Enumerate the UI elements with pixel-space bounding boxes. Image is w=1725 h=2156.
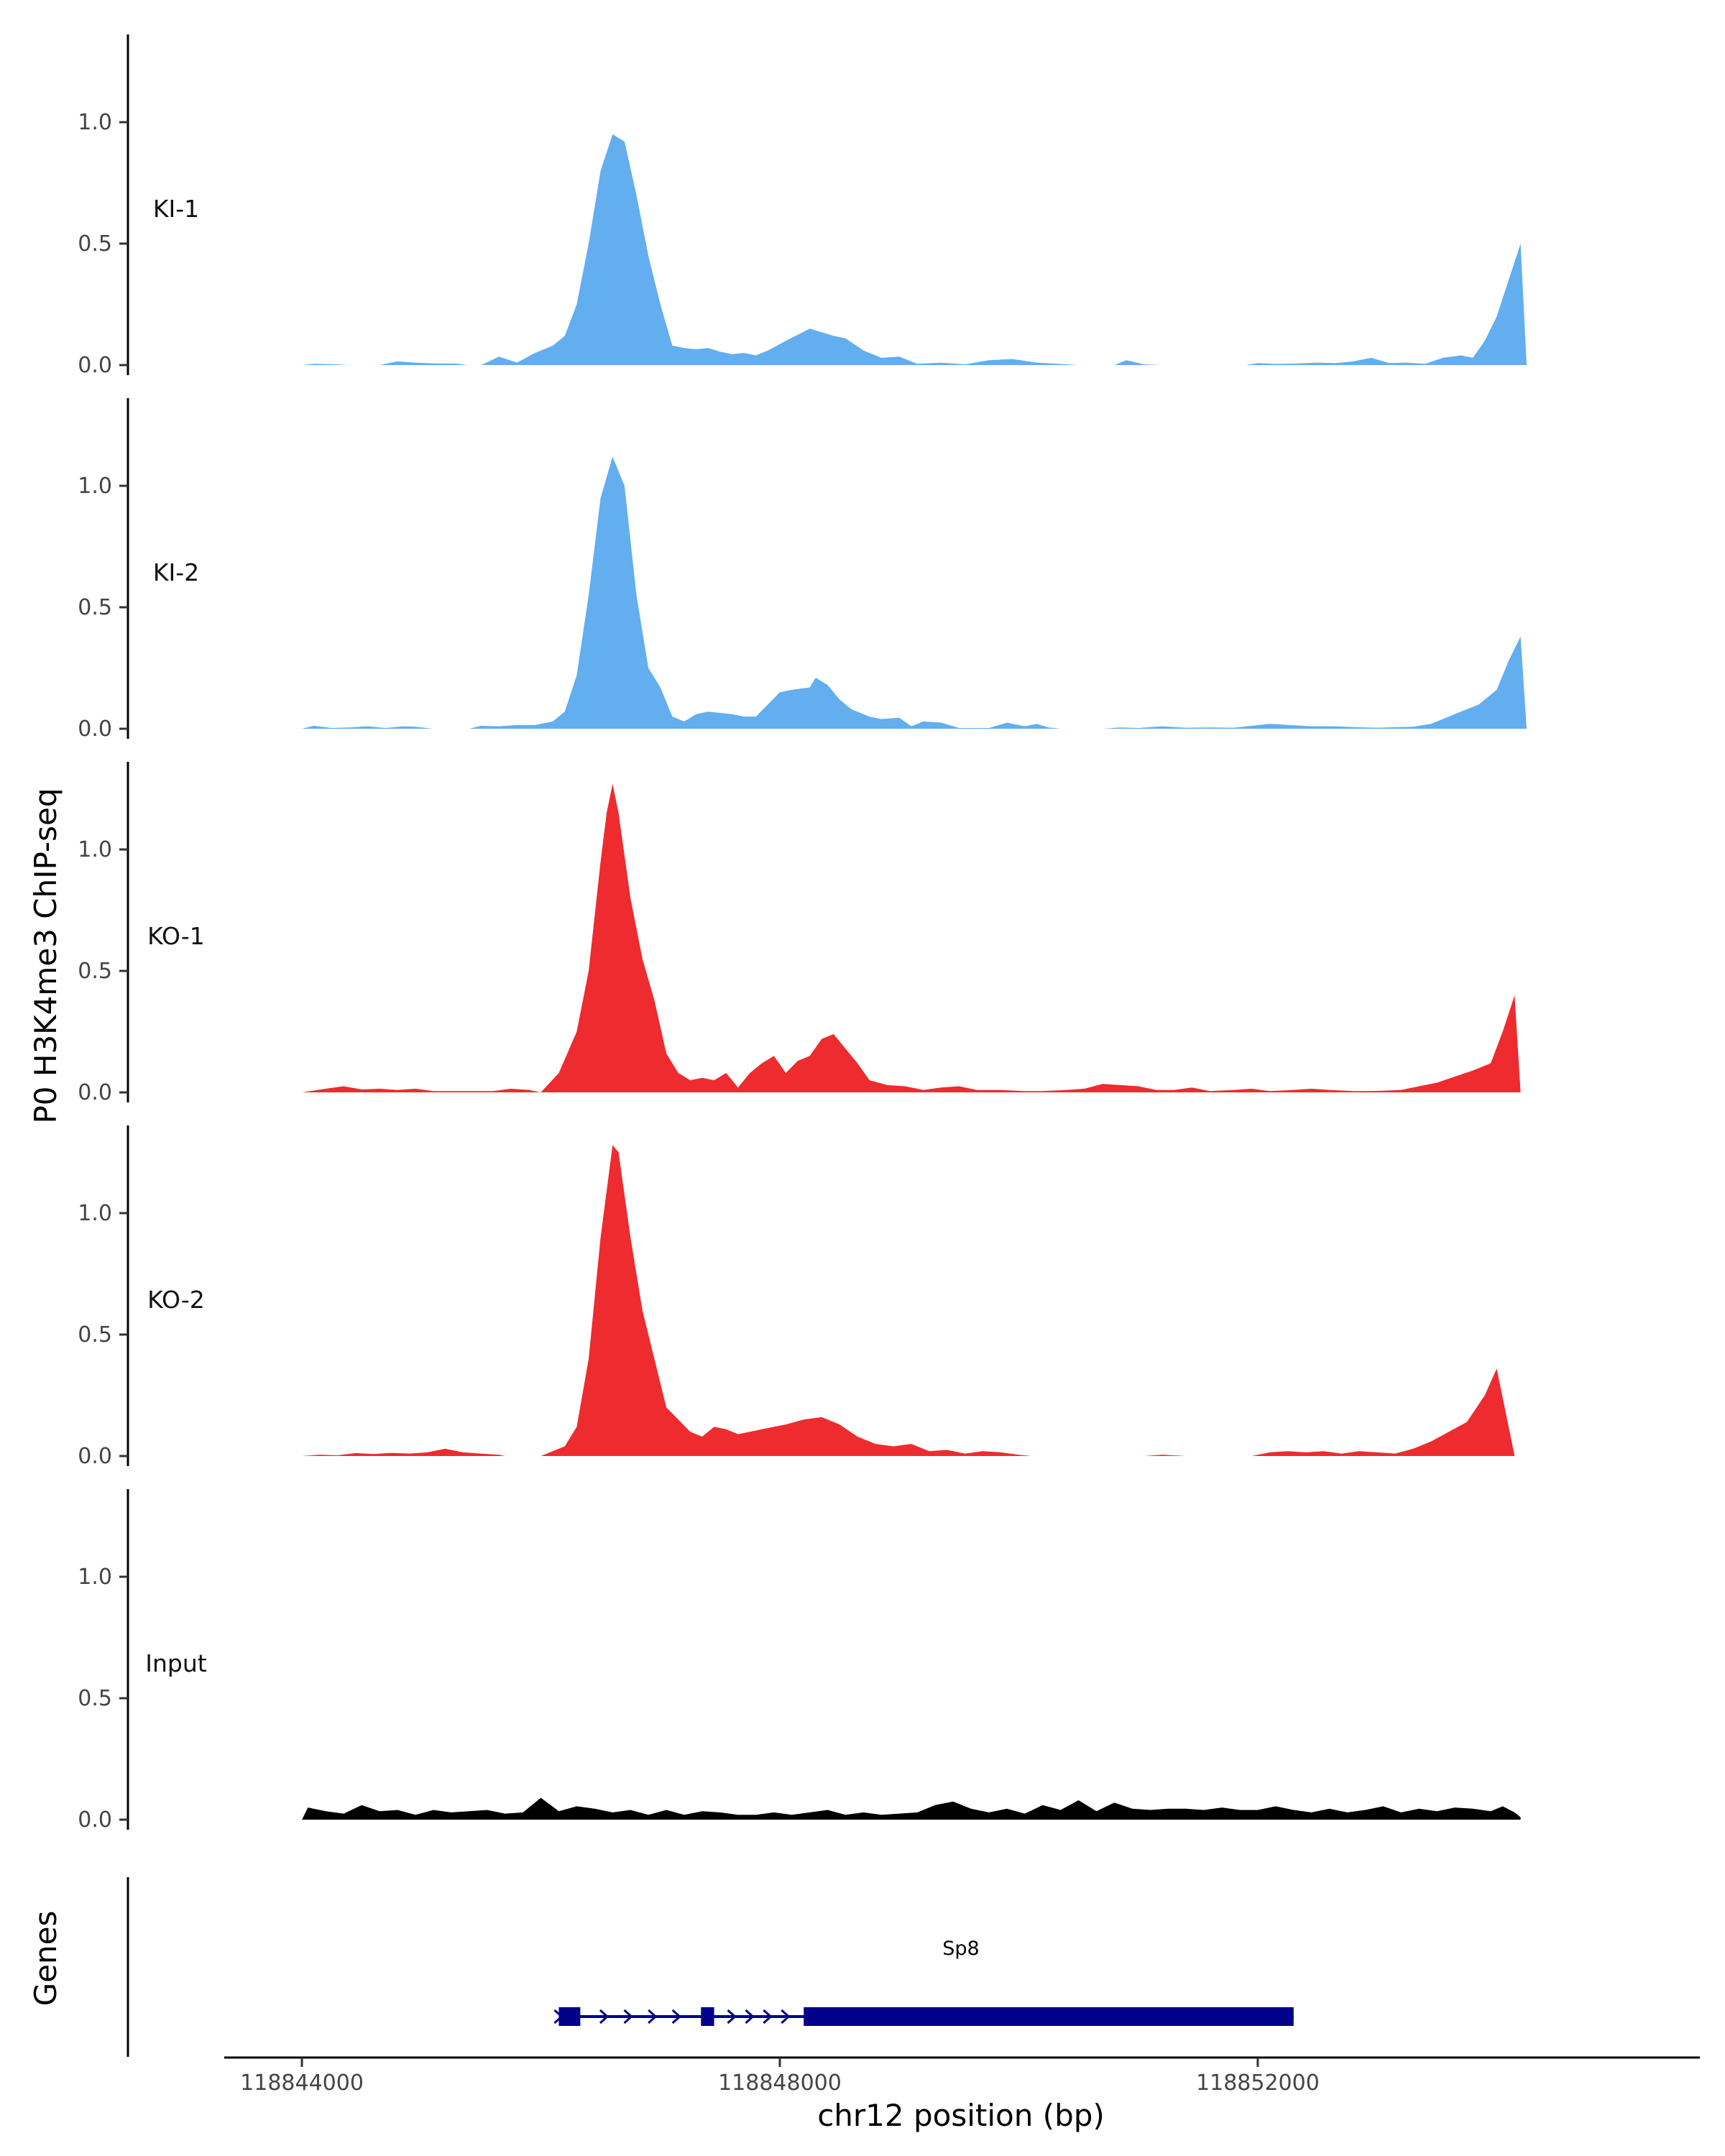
- coverage-area: [302, 1145, 1515, 1456]
- tracks-layer: 0.00.51.0KI-10.00.51.0KI-20.00.51.0KO-10…: [78, 34, 1527, 1833]
- track-label: Input: [145, 1649, 207, 1677]
- strand-arrow: [599, 2009, 610, 2024]
- gene-exon: [701, 2007, 714, 2026]
- gene-track: Sp8: [126, 1877, 1294, 2057]
- coverage-area: [302, 783, 1521, 1092]
- strand-arrow: [781, 2009, 791, 2024]
- y-tick-label: 1.0: [78, 1201, 112, 1226]
- track-label: KI-1: [153, 195, 199, 223]
- gene-exon: [558, 2007, 581, 2026]
- strand-arrow: [763, 2009, 773, 2024]
- x-axis: 118844000 118848000 118852000: [224, 2056, 1700, 2096]
- y-axis-title: P0 H3K4me3 ChIP-seq: [28, 788, 63, 1123]
- strand-arrow: [623, 2009, 633, 2024]
- x-tick-label: 118848000: [718, 2070, 842, 2096]
- y-tick-label: 0.5: [78, 231, 112, 257]
- y-tick-label: 1.0: [78, 474, 112, 499]
- strand-arrow: [671, 2009, 681, 2024]
- y-tick-label: 0.0: [78, 353, 112, 378]
- y-tick-label: 0.0: [78, 1807, 112, 1833]
- strand-arrow: [727, 2009, 737, 2024]
- strand-arrow: [745, 2009, 755, 2024]
- y-tick-label: 0.5: [78, 1686, 112, 1711]
- coverage-area: [302, 134, 1527, 365]
- coverage-area: [302, 456, 1527, 729]
- x-tick-label: 118844000: [240, 2070, 364, 2096]
- y-tick-label: 0.0: [78, 1080, 112, 1105]
- y-tick-label: 0.5: [78, 1322, 112, 1348]
- strand-arrow: [648, 2009, 658, 2024]
- y-tick-label: 1.0: [78, 837, 112, 862]
- track-label: KO-2: [147, 1286, 205, 1314]
- gene-exon: [804, 2007, 1294, 2026]
- y-tick-label: 1.0: [78, 1565, 112, 1590]
- track-label: KO-1: [147, 922, 205, 950]
- y-tick-label: 0.0: [78, 717, 112, 742]
- x-tick-label: 118852000: [1196, 2070, 1320, 2096]
- y-tick-label: 0.5: [78, 595, 112, 620]
- track-input: 0.0 0.5 1.0 Input: [78, 1489, 1521, 1833]
- track-ko-1: 0.0 0.5 1.0 KO-1: [78, 762, 1521, 1105]
- track-label: KI-2: [153, 558, 199, 586]
- track-ko-2: 0.0 0.5 1.0 KO-2: [78, 1125, 1515, 1469]
- track-ki-2: 0.0 0.5 1.0 KI-2: [78, 398, 1527, 742]
- y-tick-label: 1.0: [78, 110, 112, 135]
- y-tick-label: 0.0: [78, 1444, 112, 1469]
- coverage-area: [302, 1797, 1521, 1820]
- gene-name-label: Sp8: [942, 1938, 979, 1960]
- x-axis-title: chr12 position (bp): [817, 2098, 1105, 2133]
- genes-axis-title: Genes: [28, 1911, 63, 2007]
- y-tick-label: 0.5: [78, 959, 112, 984]
- track-ki-1: 0.0 0.5 1.0 KI-1: [78, 34, 1527, 378]
